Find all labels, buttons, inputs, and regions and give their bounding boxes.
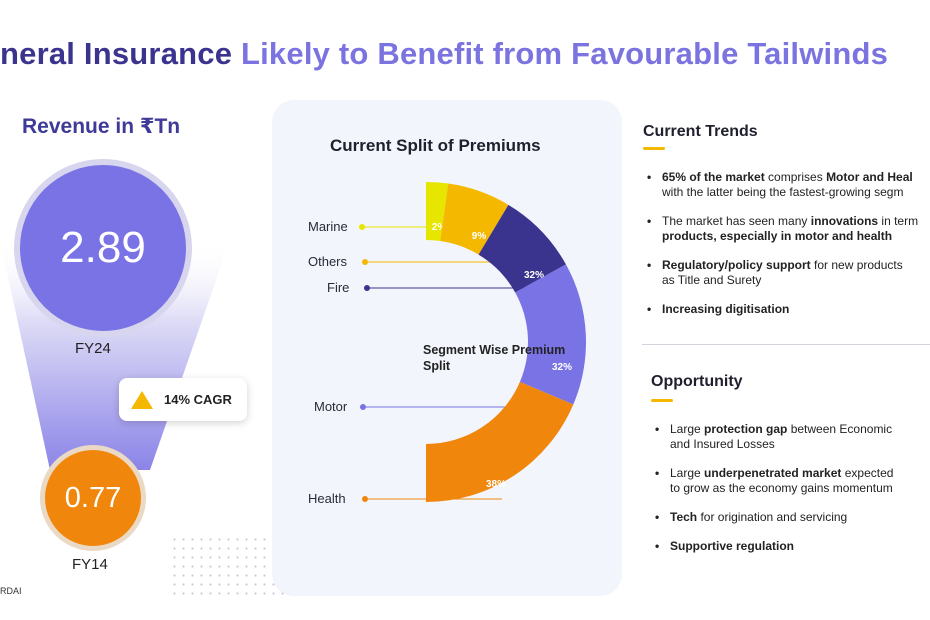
opportunity-heading: Opportunity [651,373,743,390]
slice-others [440,183,509,255]
source-note: RDAI [0,586,22,596]
trend-text: Motor and Heal [826,170,913,184]
trend-item: Regulatory/policy support for new produc… [647,258,918,288]
data-label-health: 38% [486,479,506,490]
opportunity-list: Large protection gap between Economic and… [655,422,893,568]
legend-dot-health [362,496,368,502]
fy24-revenue-circle: 2.89 [14,159,192,337]
fy24-label: FY24 [75,340,111,357]
opportunity-text: protection gap [704,422,788,436]
page-title: neral Insurance Likely to Benefit from F… [0,36,888,72]
data-label-others: 9% [472,231,487,242]
trends-list: 65% of the market comprises Motor and He… [647,170,918,331]
cagr-label: 14% CAGR [164,392,232,407]
opportunity-underline [651,399,673,402]
slice-marine [426,182,449,241]
legend-dot-fire [364,285,370,291]
trend-text: innovations [810,214,879,228]
legend-dot-others [362,259,368,265]
trends-heading: Current Trends [643,123,758,140]
trend-text: as Title and Surety [662,273,762,287]
legend-label-health: Health [308,491,346,506]
opportunity-text: Large [670,466,705,480]
opportunity-text: Supportive regulation [670,539,795,553]
data-label-fire: 32% [524,270,544,281]
trend-text: 65% of the market [662,170,765,184]
legend-label-fire: Fire [327,280,349,295]
opportunity-text: to grow as the economy gains momentum [670,481,893,495]
trend-text: Regulatory/policy support [662,258,811,272]
opportunity-item: Large protection gap between Economic and… [655,422,893,452]
opportunity-text: between Economic [787,422,893,436]
trend-item: The market has seen many innovations in … [647,214,918,244]
opportunity-text: underpenetrated market [704,466,842,480]
legend-dot-marine [359,224,365,230]
opportunity-text: Tech [670,510,698,524]
legend-label-marine: Marine [308,219,348,234]
fy14-label: FY14 [72,556,108,573]
premium-split-chart: Marine 2% Others 9% Fire 32% Motor 32% Health 38% [308,182,586,506]
trend-text: products, especially in motor and health [662,229,893,243]
title-part-1: neral Insurance [0,36,233,71]
opportunity-item: Large underpenetrated market expectedto … [655,466,893,496]
fy14-revenue-circle: 0.77 [40,445,146,551]
trend-item: 65% of the market comprises Motor and He… [647,170,918,200]
opportunity-text: and Insured Losses [670,437,775,451]
legend-label-motor: Motor [314,399,348,414]
trend-text: The market has seen many [662,214,811,228]
trend-text: comprises [764,170,827,184]
slice-health [426,381,574,502]
data-label-motor: 32% [552,362,572,373]
legend-dot-motor [360,404,366,410]
trend-text: with the latter being the fastest-growin… [662,185,904,199]
opportunity-item: Supportive regulation [655,539,893,554]
section-divider [642,344,930,345]
opportunity-text: expected [841,466,894,480]
triangle-up-icon [131,390,153,409]
title-part-2: Likely to Benefit from Favourable Tailwi… [240,36,889,71]
fy14-revenue-value: 0.77 [64,481,122,514]
chart-center-label: Segment Wise Premium Split [423,343,566,373]
cagr-badge: 14% CAGR [119,378,247,421]
revenue-title: Revenue in ₹Tn [22,115,181,138]
opportunity-text: for origination and servicing [697,510,848,524]
slice-fire [478,204,566,293]
fy24-revenue-value: 2.89 [60,223,146,272]
opportunity-text: Large [670,422,705,436]
legend-label-others: Others [308,254,348,269]
dot-pattern [170,535,285,597]
trend-text: Increasing digitisation [662,302,790,316]
trend-item: Increasing digitisation [647,302,918,317]
trend-text: for new products [810,258,903,272]
opportunity-item: Tech for origination and servicing [655,510,893,525]
trend-text: in term [878,214,919,228]
slice-motor [515,264,586,405]
data-label-marine: 2% [432,222,447,233]
premium-split-title: Current Split of Premiums [330,136,541,155]
trends-underline [643,147,665,150]
